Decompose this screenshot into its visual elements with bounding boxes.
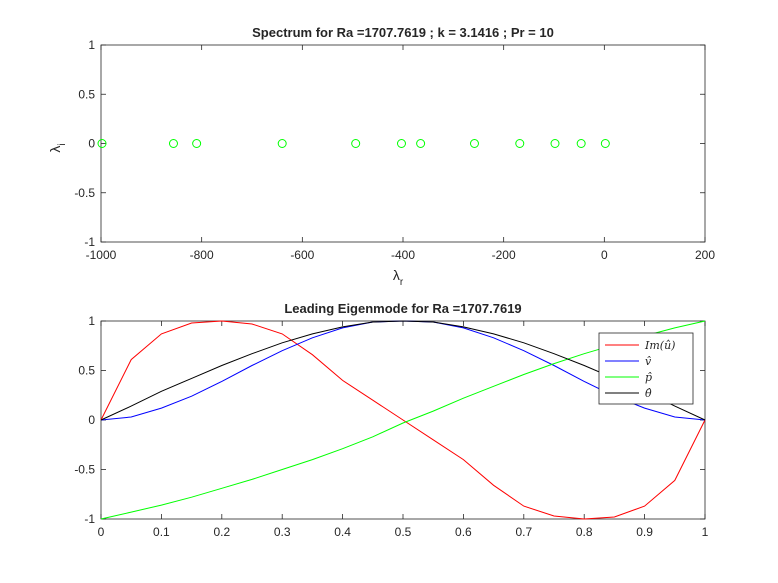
mode-line-0 bbox=[100, 320, 706, 520]
x-label-symbol: λ bbox=[393, 267, 400, 283]
eigenvalue-point bbox=[550, 139, 560, 148]
spectrum-x-axis-label: λr bbox=[393, 267, 404, 288]
spectrum-axes-box bbox=[100, 44, 706, 243]
spectrum-x-tick-label: 0 bbox=[601, 248, 608, 262]
spectrum-y-axis-label: λi bbox=[47, 143, 68, 152]
x-label-subscript: r bbox=[400, 277, 404, 288]
eigenmode-x-tick-label: 0.5 bbox=[395, 525, 412, 539]
eigenmode-y-tick-label: 0 bbox=[88, 413, 95, 427]
eigenmode-panel: Leading Eigenmode for Ra =1707.7619 0 0.1… bbox=[74, 301, 708, 539]
eigenmode-y-tick-label: -1 bbox=[84, 512, 95, 526]
spectrum-points bbox=[97, 139, 610, 148]
eigenmode-x-tick-label: 0.4 bbox=[334, 525, 351, 539]
eigenmode-x-ticks: 0 0.1 0.2 0.3 0.4 0.5 0.6 0.7 0.8 0.9 1 bbox=[98, 321, 709, 539]
legend-entry: Im(û) bbox=[644, 339, 675, 352]
y-label-symbol: λ bbox=[47, 146, 63, 153]
eigenmode-legend: Im(û) v̂ p̂ θ̂ bbox=[598, 332, 694, 405]
eigenmode-x-tick-label: 1 bbox=[702, 525, 709, 539]
spectrum-x-tick-label: -600 bbox=[290, 248, 314, 262]
eigenmode-x-tick-label: 0.2 bbox=[213, 525, 230, 539]
legend-entry: θ̂ bbox=[645, 387, 652, 400]
spectrum-x-tick-label: -800 bbox=[190, 248, 214, 262]
eigenvalue-point bbox=[515, 139, 525, 148]
eigenvalue-point bbox=[351, 139, 361, 148]
eigenmode-x-tick-label: 0.3 bbox=[274, 525, 291, 539]
eigenvalue-point bbox=[469, 139, 479, 148]
spectrum-y-tick-label: 1 bbox=[88, 38, 95, 52]
eigenmode-x-tick-label: 0 bbox=[98, 525, 105, 539]
eigenmode-x-tick-label: 0.1 bbox=[153, 525, 170, 539]
spectrum-x-tick-label: 200 bbox=[695, 248, 715, 262]
eigenmode-y-tick-label: -0.5 bbox=[74, 463, 95, 477]
legend-entry: p̂ bbox=[645, 371, 652, 384]
eigenvalue-point bbox=[277, 139, 287, 148]
eigenvalue-point bbox=[192, 139, 202, 148]
eigenvalue-point bbox=[168, 139, 178, 148]
eigenmode-x-tick-label: 0.7 bbox=[515, 525, 532, 539]
eigenvalue-point bbox=[97, 139, 107, 148]
eigenmode-title: Leading Eigenmode for Ra =1707.7619 bbox=[284, 301, 521, 316]
eigenvalue-point bbox=[416, 139, 426, 148]
eigenvalue-point bbox=[576, 139, 586, 148]
eigenmode-x-tick-label: 0.6 bbox=[455, 525, 472, 539]
y-label-subscript: i bbox=[57, 143, 68, 145]
spectrum-y-tick-label: 0.5 bbox=[78, 87, 95, 101]
spectrum-x-tick-label: -1000 bbox=[86, 248, 117, 262]
spectrum-x-ticks: -1000 -800 -600 -400 -200 0 200 bbox=[86, 45, 715, 262]
legend-entry: v̂ bbox=[645, 355, 652, 368]
eigenmode-x-tick-label: 0.8 bbox=[576, 525, 593, 539]
spectrum-x-tick-label: -200 bbox=[492, 248, 516, 262]
spectrum-y-ticks: -1 -0.5 0 0.5 1 bbox=[74, 38, 705, 249]
spectrum-y-tick-label: -0.5 bbox=[74, 186, 95, 200]
spectrum-x-tick-label: -400 bbox=[391, 248, 415, 262]
spectrum-panel: Spectrum for Ra =1707.7619 ; k = 3.1416 … bbox=[47, 25, 715, 288]
eigenvalue-point bbox=[396, 139, 406, 148]
spectrum-y-tick-label: -1 bbox=[84, 235, 95, 249]
spectrum-title: Spectrum for Ra =1707.7619 ; k = 3.1416 … bbox=[252, 25, 554, 40]
eigenmode-y-tick-label: 0.5 bbox=[78, 364, 95, 378]
eigenvalue-point bbox=[600, 139, 610, 148]
eigenmode-y-tick-label: 1 bbox=[88, 314, 95, 328]
eigenmode-x-tick-label: 0.9 bbox=[636, 525, 653, 539]
spectrum-y-tick-label: 0 bbox=[88, 137, 95, 151]
